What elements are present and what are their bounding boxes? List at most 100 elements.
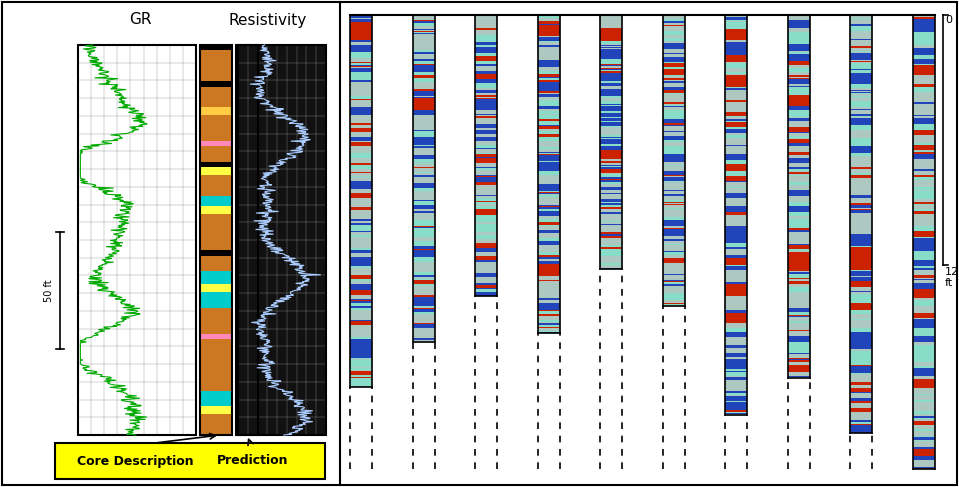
Bar <box>788 328 810 330</box>
Bar <box>663 280 685 281</box>
Bar <box>412 238 434 241</box>
Bar <box>725 396 747 399</box>
Bar <box>475 243 497 248</box>
Bar <box>350 181 372 186</box>
Bar <box>475 277 497 280</box>
Bar <box>412 75 434 78</box>
Bar <box>913 84 935 87</box>
Bar <box>538 203 560 205</box>
Bar <box>600 79 622 81</box>
Bar <box>236 308 258 334</box>
Bar <box>350 150 372 153</box>
Bar <box>538 82 560 92</box>
Bar <box>538 333 560 469</box>
Bar <box>851 18 873 19</box>
Bar <box>725 121 747 122</box>
Bar <box>538 15 560 18</box>
Bar <box>538 121 560 124</box>
Bar <box>538 154 560 155</box>
Bar <box>913 431 935 436</box>
Bar <box>663 178 685 180</box>
Bar <box>913 467 935 468</box>
Bar <box>600 110 622 112</box>
Bar <box>350 62 372 63</box>
Bar <box>913 270 935 275</box>
Bar <box>538 328 560 331</box>
Bar <box>600 205 622 206</box>
Bar <box>788 378 810 469</box>
Bar <box>788 32 810 33</box>
Bar <box>663 241 685 244</box>
Bar <box>350 96 372 99</box>
Bar <box>475 17 497 20</box>
Bar <box>788 163 810 167</box>
Bar <box>788 206 810 212</box>
Bar <box>412 172 434 173</box>
Bar <box>663 127 685 128</box>
Bar <box>788 87 810 94</box>
Bar <box>663 284 685 286</box>
Bar <box>538 225 560 229</box>
Bar <box>475 206 497 209</box>
Bar <box>538 170 560 175</box>
Bar <box>913 92 935 95</box>
Bar <box>412 129 434 130</box>
Bar <box>913 396 935 400</box>
Bar <box>788 110 810 115</box>
Bar <box>913 187 935 190</box>
Bar <box>412 226 434 227</box>
Bar <box>913 18 935 19</box>
Bar <box>788 330 810 332</box>
Bar <box>350 223 372 225</box>
Bar <box>600 66 622 68</box>
Bar <box>600 268 622 269</box>
Bar <box>663 40 685 42</box>
Bar <box>851 287 873 291</box>
Bar <box>538 97 560 100</box>
Bar <box>851 24 873 26</box>
Bar <box>913 460 935 461</box>
Bar <box>600 47 622 48</box>
Bar <box>851 137 873 146</box>
Bar <box>663 54 685 56</box>
Bar <box>600 88 622 90</box>
Bar <box>725 399 747 401</box>
Bar <box>788 146 810 152</box>
Bar <box>350 172 372 173</box>
Bar <box>663 138 685 140</box>
Bar <box>600 206 622 207</box>
Bar <box>663 259 685 263</box>
Bar <box>913 281 935 283</box>
Bar <box>412 191 434 195</box>
Bar <box>663 75 685 76</box>
Bar <box>851 258 873 262</box>
Bar <box>851 44 873 46</box>
Bar <box>200 229 232 250</box>
Bar <box>725 16 747 17</box>
Bar <box>725 91 747 96</box>
Bar <box>913 117 935 124</box>
Bar <box>725 413 747 414</box>
Bar <box>412 342 434 469</box>
Bar <box>350 219 372 221</box>
Bar <box>725 276 747 281</box>
Bar <box>851 401 873 402</box>
Bar <box>663 25 685 26</box>
Bar <box>913 301 935 306</box>
Bar <box>913 278 935 280</box>
Bar <box>725 247 747 249</box>
Bar <box>475 156 497 157</box>
Bar <box>788 117 810 118</box>
Bar <box>663 206 685 208</box>
Bar <box>412 26 434 29</box>
Bar <box>412 255 434 257</box>
Bar <box>412 19 434 20</box>
Bar <box>538 184 560 191</box>
Bar <box>475 175 497 176</box>
Bar <box>663 239 685 241</box>
Bar <box>236 141 258 147</box>
Bar <box>600 106 622 108</box>
Bar <box>350 66 372 67</box>
Bar <box>412 284 434 286</box>
Bar <box>788 33 810 37</box>
